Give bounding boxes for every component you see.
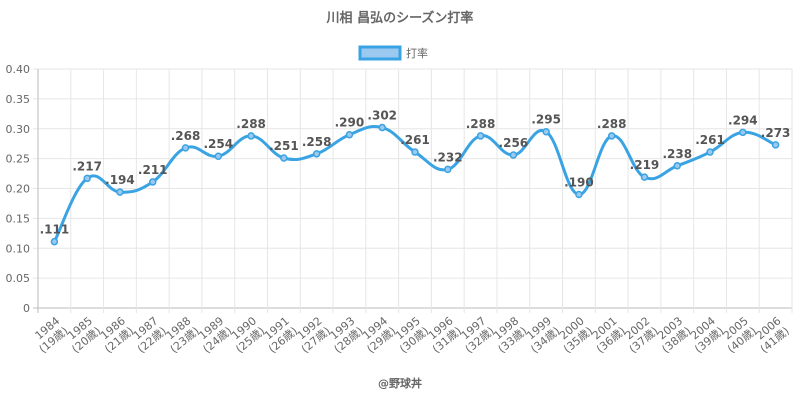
data-point <box>771 141 780 149</box>
data-point <box>312 150 321 158</box>
data-point <box>148 178 157 186</box>
data-label: .261 <box>400 133 430 147</box>
data-point <box>280 154 288 162</box>
x-tick-label: 1984(19歳) <box>28 314 70 356</box>
data-label: .111 <box>40 223 70 237</box>
data-point <box>378 123 386 132</box>
data-label: .217 <box>72 159 102 173</box>
data-label: .219 <box>630 158 660 172</box>
data-label: .190 <box>564 175 594 189</box>
x-tick-label: 1995(30歳) <box>389 314 431 356</box>
data-label: .232 <box>433 150 463 164</box>
x-tick-label: 1994(29歳) <box>356 314 398 356</box>
data-point <box>214 152 223 160</box>
data-point <box>739 128 747 137</box>
y-tick-label: 0.40 <box>6 63 31 76</box>
data-point <box>476 132 485 140</box>
x-tick-label: 1990(25歳) <box>225 314 267 356</box>
x-tick-label: 1992(27歳) <box>290 314 332 356</box>
data-point <box>345 130 354 139</box>
x-tick-label: 2006(41歳) <box>749 314 791 356</box>
x-tick-label: 2001(36歳) <box>586 314 628 356</box>
data-point <box>116 188 124 196</box>
x-tick-label: 1996(31歳) <box>422 314 464 356</box>
y-tick-label: 0.15 <box>6 212 31 225</box>
data-point <box>673 162 682 170</box>
data-label: .251 <box>269 139 299 153</box>
data-label: .295 <box>531 113 561 127</box>
legend-swatch <box>358 45 402 61</box>
data-label: .302 <box>367 109 397 123</box>
data-label: .288 <box>466 117 496 131</box>
x-tick-label: 1989(24歳) <box>192 314 234 356</box>
legend[interactable]: 打率 <box>358 45 428 61</box>
data-label: .261 <box>695 133 725 147</box>
credit: @野球丼 <box>378 376 422 390</box>
x-tick-label: 1985(20歳) <box>61 314 103 356</box>
y-tick-label: 0.05 <box>6 272 31 285</box>
data-point <box>181 144 190 152</box>
x-tick-label: 1993(28歳) <box>323 314 365 356</box>
chart-title: 川相 昌弘のシーズン打率 <box>326 10 474 26</box>
y-tick-label: 0.30 <box>6 123 31 136</box>
x-tick-label: 1999(34歳) <box>520 314 562 356</box>
y-tick-label: 0.20 <box>6 183 31 196</box>
data-label: .194 <box>105 173 135 187</box>
data-point <box>247 132 255 140</box>
data-label: .254 <box>203 137 233 151</box>
data-label: .238 <box>662 147 692 161</box>
x-tick-label: 2003(38歳) <box>651 314 693 356</box>
x-tick-label: 1988(23歳) <box>159 314 201 356</box>
data-point <box>575 190 583 199</box>
data-label: .288 <box>597 117 627 131</box>
series-line <box>53 124 777 243</box>
data-point <box>607 132 616 140</box>
x-tick-label: 1998(33歳) <box>487 314 529 356</box>
x-tick-label: 2005(40歳) <box>717 314 759 356</box>
data-point <box>706 148 714 156</box>
data-label: .290 <box>335 116 365 130</box>
x-tick-label: 1997(32歳) <box>454 314 496 356</box>
x-tick-label: 1986(21歳) <box>94 314 136 356</box>
data-label: .268 <box>171 129 201 143</box>
data-point <box>444 165 452 174</box>
data-label: .211 <box>138 163 168 177</box>
x-tick-label: 1991(26歳) <box>258 314 300 356</box>
x-tick-label: 2004(39歳) <box>684 314 726 356</box>
data-label: .288 <box>236 117 266 131</box>
x-tick-label: 2002(37歳) <box>618 314 660 356</box>
legend-label: 打率 <box>406 46 428 60</box>
y-tick-label: 0.10 <box>6 242 31 255</box>
data-point <box>509 151 518 159</box>
data-label: .256 <box>499 136 529 150</box>
y-tick-label: 0 <box>23 302 30 315</box>
data-point <box>83 174 91 183</box>
x-tick-label: 1987(22歳) <box>127 314 169 356</box>
data-label: .273 <box>761 126 791 140</box>
data-point <box>542 127 550 136</box>
y-tick-label: 0.25 <box>6 153 31 166</box>
data-label: .258 <box>302 135 332 149</box>
data-point <box>50 237 59 246</box>
data-point <box>640 173 649 181</box>
data-label: .294 <box>728 113 758 127</box>
x-tick-label: 2000(35歳) <box>553 314 595 356</box>
y-tick-label: 0.35 <box>6 93 31 106</box>
data-point <box>411 148 419 156</box>
